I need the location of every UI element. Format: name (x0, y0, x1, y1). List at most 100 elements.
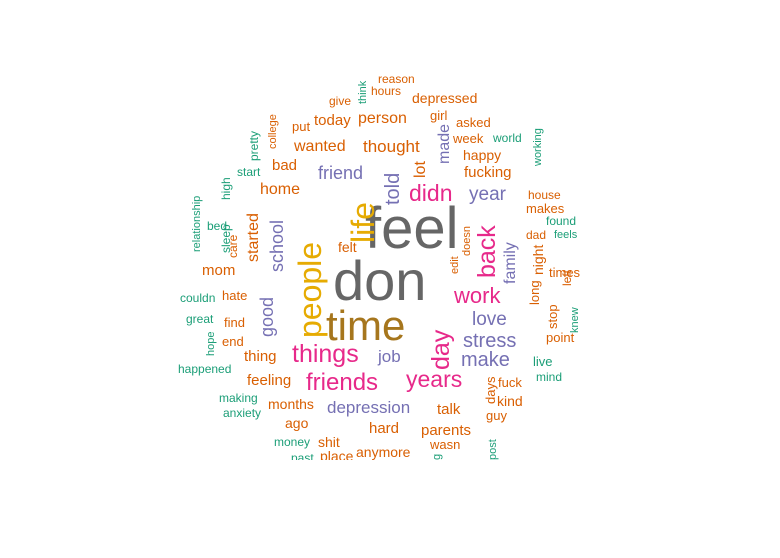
word-mom: mom (202, 262, 236, 279)
word-feeling: feeling (247, 372, 292, 389)
word-kind: kind (497, 393, 523, 409)
word-people: people (292, 241, 328, 338)
word-guy: guy (486, 408, 507, 423)
word-times: times (549, 265, 581, 280)
word-back: back (473, 225, 501, 278)
word-family: family (502, 242, 519, 284)
word-money: money (274, 435, 311, 449)
word-pretty: pretty (247, 130, 261, 161)
word-couldn: couldn (180, 291, 216, 305)
word-high: high (219, 177, 233, 200)
word-long: long (527, 280, 542, 305)
word-started: started (245, 213, 262, 262)
word-knew: knew (569, 307, 581, 333)
word-anymore: anymore (356, 444, 411, 460)
word-dad: dad (526, 228, 547, 242)
word-years: years (406, 366, 463, 392)
word-good: good (257, 296, 277, 337)
word-sleep: sleep (219, 224, 233, 253)
word-hard: hard (369, 420, 400, 437)
word-thought: thought (363, 137, 420, 156)
word-night: night (530, 244, 546, 275)
word-g: g (431, 453, 443, 460)
word-didn: didn (409, 180, 453, 206)
word-things: things (292, 340, 359, 368)
word-hope: hope (205, 331, 217, 356)
word-work: work (454, 283, 501, 308)
word-happy: happy (463, 147, 502, 163)
word-love: love (472, 309, 507, 330)
word-depressed: depressed (412, 90, 478, 106)
word-feel: feel (365, 196, 459, 261)
word-hate: hate (222, 288, 248, 303)
word-fuck: fuck (498, 375, 522, 390)
word-wasn: wasn (430, 437, 461, 452)
word-left: left (560, 269, 574, 286)
word-find: find (224, 315, 245, 330)
word-college: college (267, 114, 279, 149)
word-asked: asked (456, 115, 491, 130)
word-post: post (487, 439, 499, 460)
word-day: day (427, 329, 455, 370)
word-job: job (378, 347, 401, 366)
word-week: week (453, 131, 484, 146)
word-world: world (493, 131, 522, 145)
word-cloud-area: feel don time people life things friends years d… (160, 74, 600, 460)
word-life: life (345, 202, 381, 243)
word-don: don (333, 249, 427, 312)
word-told: told (382, 172, 404, 205)
word-friends: friends (306, 369, 379, 396)
word-past: past (291, 451, 314, 460)
word-anxiety: anxiety (223, 406, 262, 420)
word-today: today (314, 112, 351, 129)
word-felt: felt (338, 239, 357, 255)
word-think: think (357, 80, 369, 104)
word-hours: hours (371, 84, 402, 98)
word-months: months (268, 396, 314, 412)
word-make: make (461, 349, 510, 371)
word-shit: shit (318, 434, 340, 450)
word-ago: ago (285, 415, 309, 431)
word-doesn: doesn (461, 226, 473, 256)
word-edit: edit (449, 256, 461, 274)
word-great: great (186, 312, 214, 326)
word-reason: reason (378, 74, 415, 86)
word-house: house (528, 188, 561, 202)
word-happened: happened (178, 362, 232, 376)
word-point: point (546, 330, 575, 345)
word-talk: talk (437, 401, 461, 418)
word-parents: parents (421, 422, 472, 439)
word-girl: girl (430, 108, 448, 123)
word-makes: makes (526, 201, 565, 216)
word-relationship: relationship (191, 195, 203, 252)
word-home: home (260, 181, 301, 198)
word-time: time (326, 302, 406, 349)
word-mind: mind (536, 370, 563, 384)
word-depression: depression (327, 398, 411, 417)
word-bed: bed (207, 219, 228, 233)
word-fucking: fucking (464, 164, 512, 181)
word-person: person (358, 110, 407, 127)
word-year: year (469, 184, 506, 205)
word-found: found (546, 214, 577, 228)
word-school: school (267, 219, 287, 272)
word-bad: bad (272, 157, 298, 174)
word-feels: feels (554, 229, 578, 241)
word-thing: thing (244, 348, 277, 365)
word-put: put (292, 119, 311, 134)
word-wanted: wanted (294, 138, 346, 155)
word-making: making (219, 391, 258, 405)
word-made: made (436, 123, 453, 164)
word-end: end (222, 334, 244, 349)
word-place: place (320, 448, 354, 460)
word-live: live (533, 354, 553, 369)
word-working: working (532, 128, 544, 166)
word-stop: stop (545, 304, 560, 329)
word-lot: lot (412, 161, 429, 178)
word-days: days (483, 376, 498, 404)
word-friend: friend (318, 163, 364, 183)
word-start: start (237, 165, 261, 179)
word-give: give (329, 94, 352, 108)
word-stress: stress (463, 330, 517, 352)
